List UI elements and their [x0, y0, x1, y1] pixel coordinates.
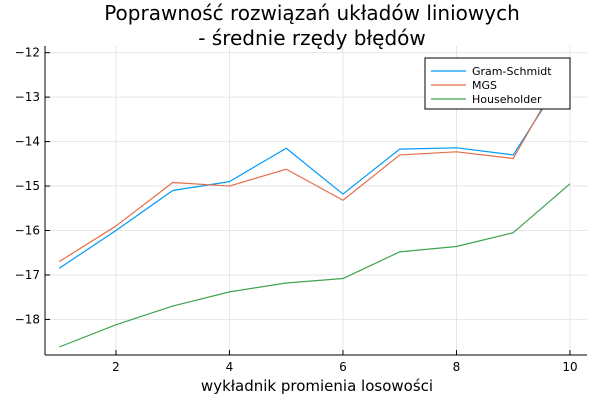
legend-label: MGS — [472, 79, 497, 92]
y-tick-label: −15 — [15, 179, 40, 193]
y-tick-label: −14 — [15, 135, 40, 149]
legend-label: Gram-Schmidt — [472, 65, 552, 78]
y-tick-label: −12 — [15, 46, 40, 60]
x-tick-label: 6 — [339, 360, 347, 374]
legend-box — [424, 57, 571, 110]
x-tick-label: 10 — [562, 360, 577, 374]
y-tick-label: −16 — [15, 224, 40, 238]
axes: 2 4 6 8 10 −18 −17 −16 −15 −14 −13 −12 — [15, 46, 587, 374]
chart-title-line-2: - średnie rzędy błędów — [198, 26, 426, 50]
legend-label: Householder — [472, 93, 542, 106]
series-line-gram-schmidt — [58, 65, 571, 269]
y-tick-label: −18 — [15, 312, 40, 326]
series-line-householder — [58, 183, 571, 348]
x-tick-label: 2 — [112, 360, 120, 374]
x-axis-label: wykładnik promienia losowości — [201, 377, 433, 395]
series-line-mgs — [58, 59, 571, 263]
y-tick-label: −13 — [15, 90, 40, 104]
y-tick-label: −17 — [15, 268, 40, 282]
x-tick-label: 4 — [226, 360, 234, 374]
x-tick-label: 8 — [453, 360, 461, 374]
chart-title-line-1: Poprawność rozwiązań układów liniowych — [104, 1, 520, 25]
series-group — [58, 59, 571, 348]
